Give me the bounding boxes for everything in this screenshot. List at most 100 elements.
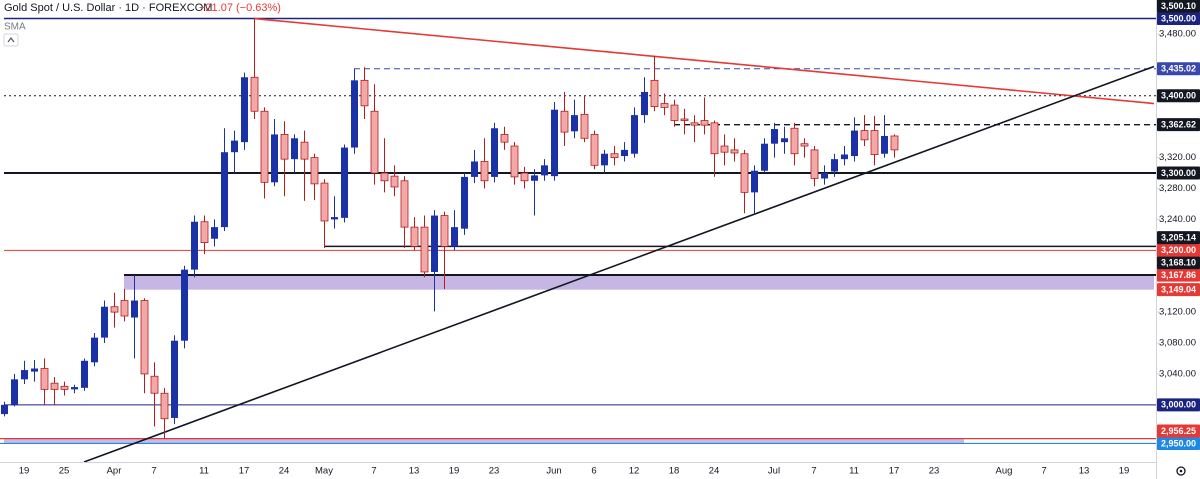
x-tick-label: 6	[591, 466, 596, 477]
candle-body	[341, 147, 348, 218]
candle-body	[11, 379, 18, 405]
price-label: 2,956.25	[1157, 424, 1200, 438]
candle-body	[670, 104, 679, 121]
y-tick-label: 3,280.00	[1159, 183, 1196, 194]
price-label-box	[1157, 0, 1200, 13]
price-label-box	[1157, 12, 1200, 26]
candle-body	[60, 385, 69, 390]
x-tick-label: Jun	[546, 466, 561, 477]
settings-icon-dot	[1179, 469, 1183, 473]
price-label-box	[1157, 398, 1200, 412]
candle-body	[181, 269, 188, 341]
price-label-box	[1157, 243, 1200, 257]
price-label: 3,500.00	[1157, 12, 1200, 26]
candle-body	[431, 215, 438, 272]
price-label-text: 3,500.00	[1161, 13, 1196, 23]
candle-body	[71, 387, 78, 390]
candle-body	[461, 176, 468, 229]
trendline	[253, 17, 1155, 105]
collapse-button[interactable]	[3, 33, 19, 47]
x-tick-label: 24	[709, 466, 720, 477]
candle-body	[140, 300, 149, 375]
candle-body	[500, 134, 509, 143]
price-label: 3,400.00	[1157, 89, 1200, 103]
candle-body	[271, 134, 278, 183]
candle-body	[480, 161, 489, 182]
candle-body	[690, 122, 699, 126]
x-tick-label: 19	[19, 466, 30, 477]
candle-body	[40, 368, 49, 390]
candle-body	[131, 300, 138, 318]
candle-body	[351, 80, 358, 148]
candle-body	[851, 130, 858, 157]
candle-body	[771, 129, 778, 144]
price-label: 2,950.00	[1157, 436, 1200, 450]
x-tick-label: 11	[199, 466, 209, 477]
price-label-text: 3,500.10	[1161, 1, 1196, 11]
chart-title: Gold Spot / U.S. Dollar · 1D · FOREXCOM	[4, 2, 212, 14]
price-label-text: 3,168.10	[1161, 258, 1196, 268]
trendline	[83, 65, 1155, 463]
price-label: 3,500.10	[1157, 0, 1200, 13]
x-tick-label: 25	[59, 466, 70, 477]
candle-body	[610, 153, 619, 159]
candle-body	[221, 152, 228, 228]
settings-button[interactable]	[1176, 466, 1186, 476]
settings-icon	[1176, 466, 1186, 476]
candle-body	[31, 368, 38, 372]
candle-body	[700, 120, 709, 126]
price-label-text: 3,000.00	[1161, 400, 1196, 410]
candle-body	[310, 157, 319, 185]
price-label-text: 3,149.04	[1161, 285, 1196, 295]
candle-body	[781, 138, 788, 143]
price-change: −21.07 (−0.63%)	[199, 2, 281, 14]
candle-body	[120, 300, 129, 317]
candle-body	[260, 110, 269, 183]
price-label-box	[1157, 89, 1200, 103]
candle-body	[451, 227, 458, 247]
candle-body	[860, 130, 869, 141]
x-tick-label: 7	[371, 466, 376, 477]
price-label: 3,149.04	[1157, 283, 1200, 297]
x-tick-label: 23	[929, 466, 940, 477]
candle-body	[650, 79, 659, 108]
candle-body	[471, 161, 478, 177]
y-tick-label: 3,480.00	[1159, 29, 1196, 40]
price-label: 3,205.14	[1157, 231, 1200, 245]
candle-body	[831, 159, 838, 172]
x-tick-label: 11	[849, 466, 859, 477]
y-tick-label: 3,040.00	[1159, 368, 1196, 379]
price-label: 3,167.86	[1157, 268, 1200, 282]
candle-body	[751, 170, 758, 193]
y-tick-label: 3,240.00	[1159, 214, 1196, 225]
x-tick-label: 7	[151, 466, 156, 477]
candle-body	[21, 370, 28, 380]
y-tick-label: 3,320.00	[1159, 152, 1196, 163]
price-label-box	[1157, 268, 1200, 282]
candle-body	[380, 172, 389, 182]
collapse-icon	[7, 37, 15, 43]
candle-body	[710, 122, 719, 155]
price-label: 3,362.62	[1157, 118, 1200, 132]
price-label: 3,200.00	[1157, 243, 1200, 257]
candle-body	[360, 79, 369, 107]
x-tick-label: 7	[811, 466, 816, 477]
candle-body	[841, 154, 848, 160]
candle-body	[720, 145, 729, 153]
candle-body	[870, 130, 879, 155]
candle-body	[740, 153, 749, 193]
candle-body	[571, 115, 578, 132]
price-label: 3,300.00	[1157, 166, 1200, 180]
x-tick-label: 19	[449, 466, 460, 477]
x-tick-label: 17	[889, 466, 900, 477]
candle-body	[560, 110, 569, 133]
price-label-text: 3,167.86	[1161, 270, 1196, 280]
x-tick-label: 13	[1079, 466, 1090, 477]
y-tick-label: 3,120.00	[1159, 307, 1196, 318]
candle-body	[601, 153, 608, 166]
candle-body	[510, 145, 519, 178]
indicator-label[interactable]: SMA	[4, 22, 26, 33]
candle-body	[680, 118, 689, 121]
candle-body	[491, 128, 498, 177]
